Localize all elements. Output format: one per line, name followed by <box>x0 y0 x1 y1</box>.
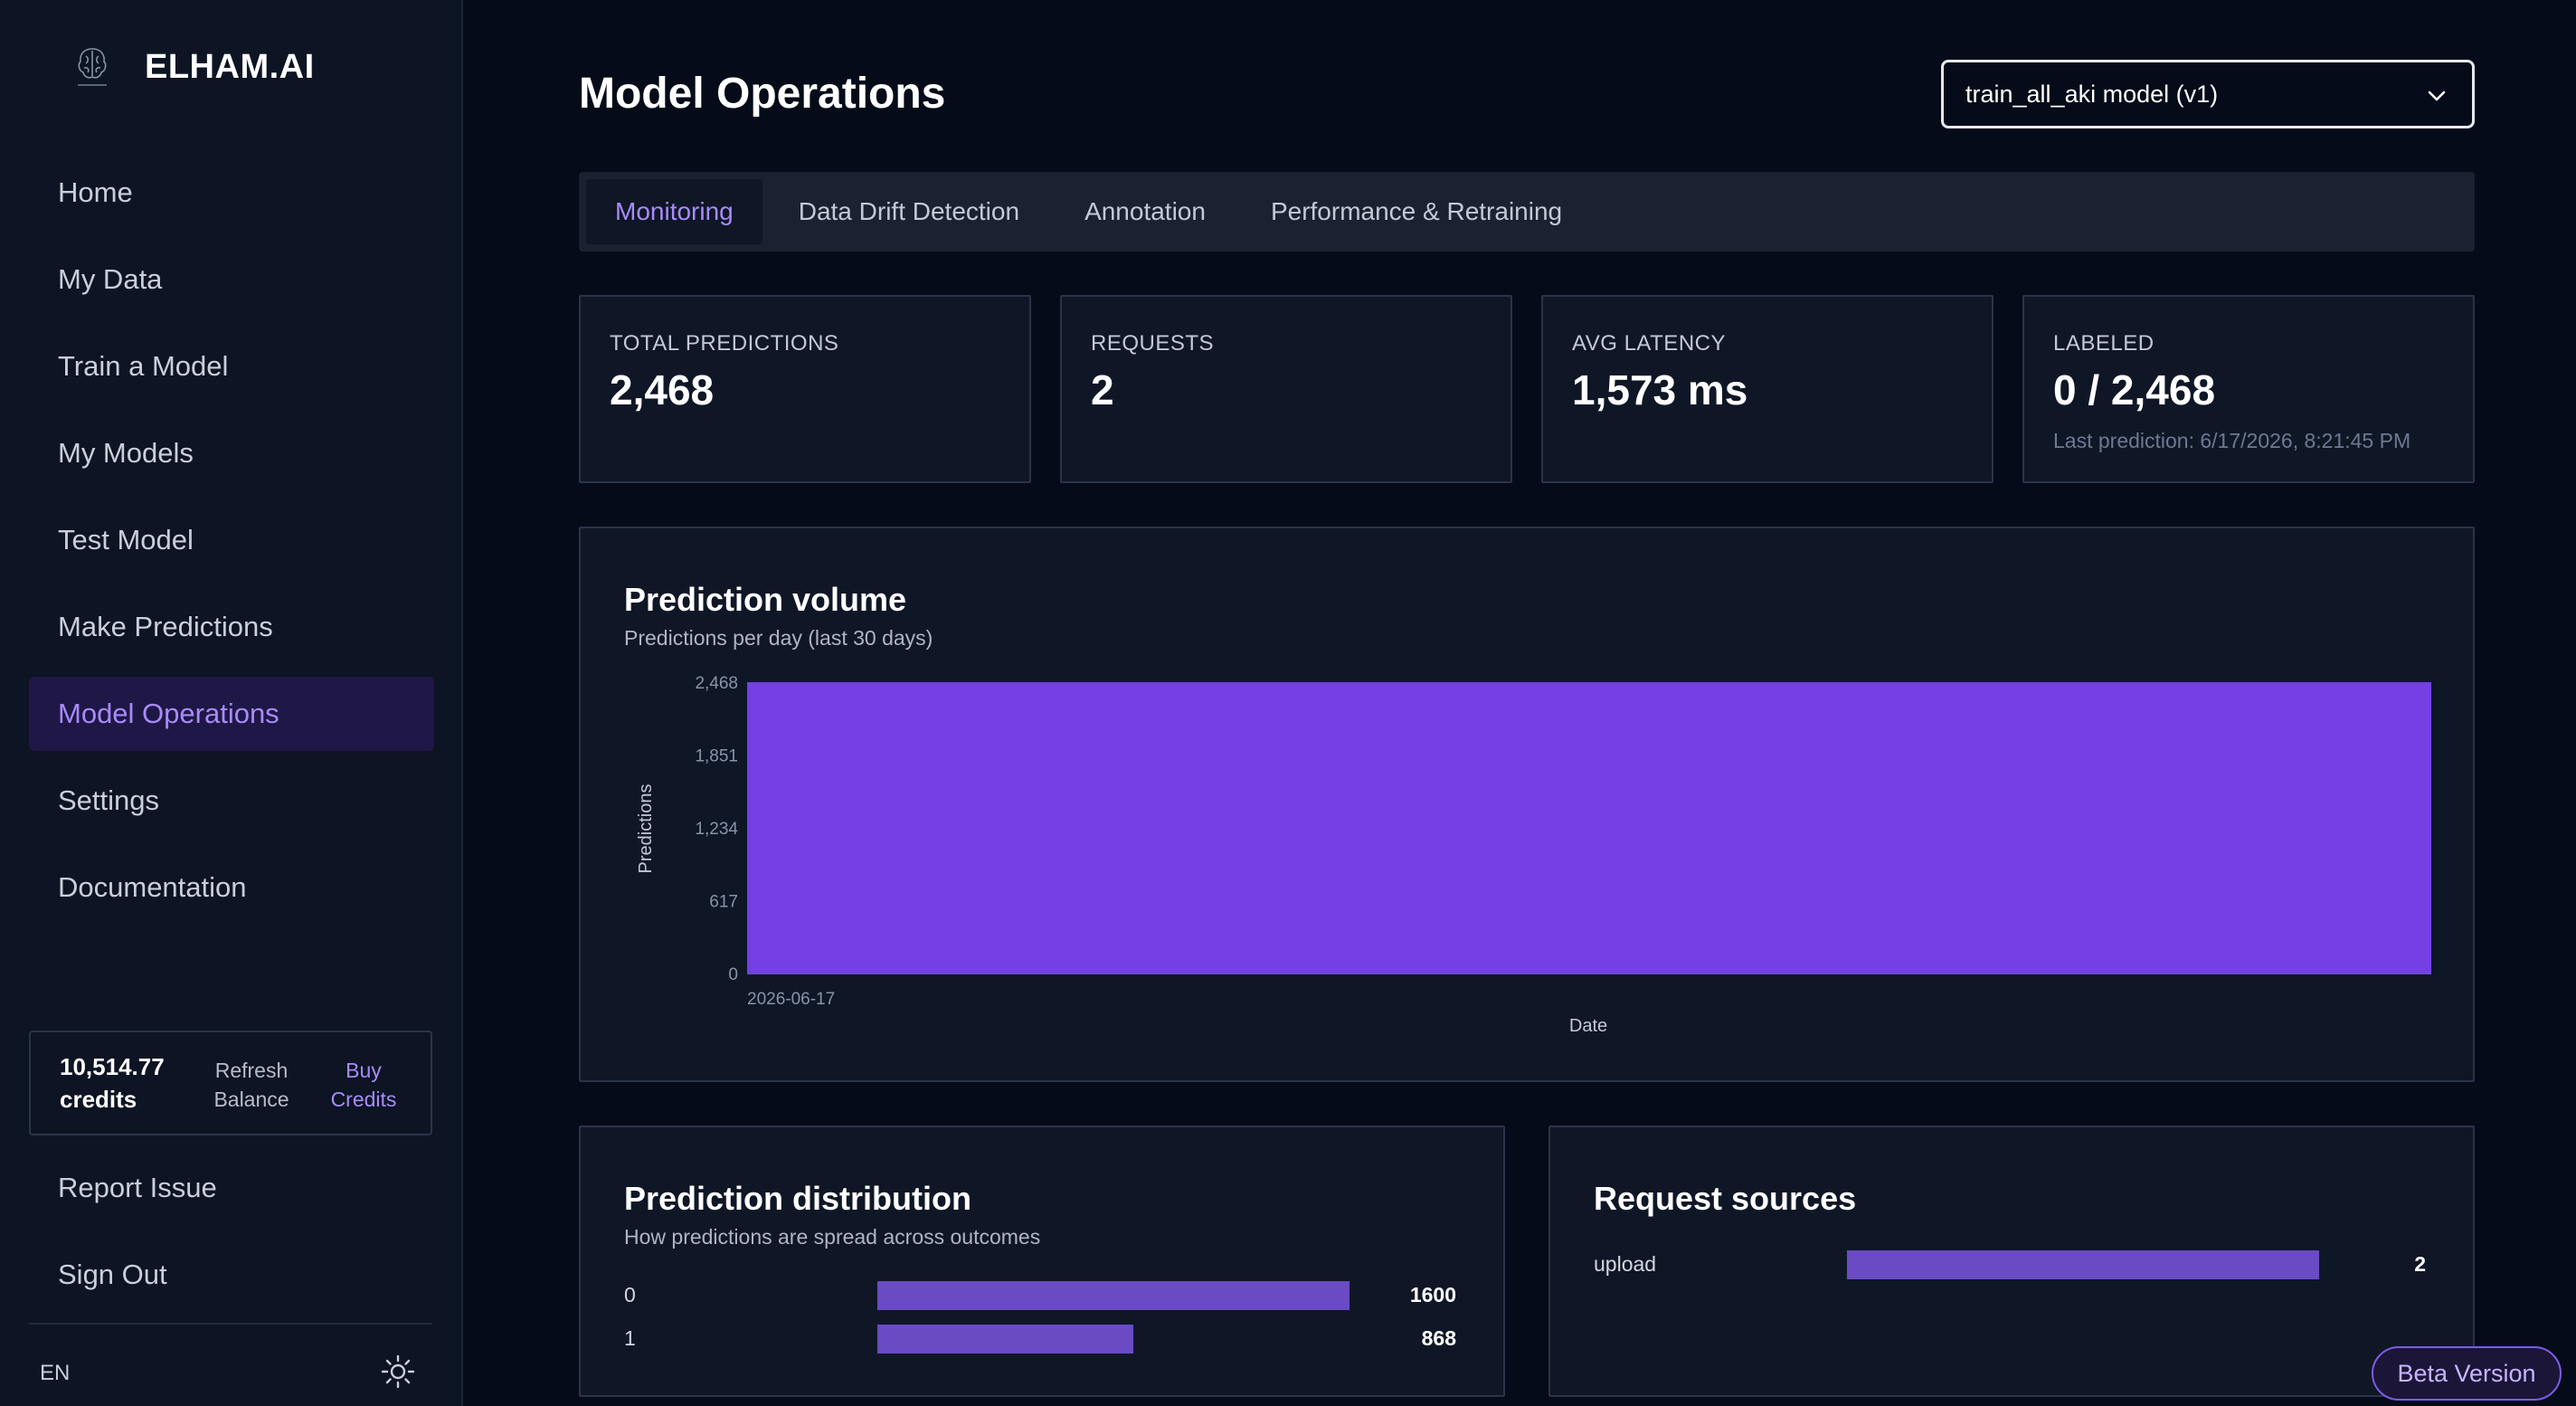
x-tick-label: 2026-06-17 <box>747 990 835 1009</box>
sidebar-item-settings[interactable]: Settings <box>58 784 160 816</box>
page-title: Model Operations <box>579 70 946 118</box>
last-prediction-timestamp: Last prediction: 6/17/2026, 8:21:45 PM <box>2053 429 2411 452</box>
stat-card-avg-latency: AVG LATENCY 1,573 ms <box>1541 295 1994 483</box>
beta-version-badge[interactable]: Beta Version <box>2372 1346 2562 1401</box>
sun-icon[interactable] <box>380 1354 416 1390</box>
buy-credits-label-line2: Credits <box>330 1088 397 1111</box>
stat-label: REQUESTS <box>1091 331 1215 356</box>
x-axis-label: Date <box>1569 1016 1607 1036</box>
y-tick-label: 1,851 <box>695 747 738 766</box>
y-tick-label: 0 <box>728 965 738 984</box>
panel-subtitle: Predictions per day (last 30 days) <box>624 626 933 650</box>
model-select-value: train_all_aki model (v1) <box>1965 80 2219 108</box>
y-axis-label: Predictions <box>636 784 656 874</box>
bar-value-label: 1600 <box>1409 1283 1456 1306</box>
prediction-distribution-panel: Prediction distribution How predictions … <box>579 1126 1505 1397</box>
stat-label: AVG LATENCY <box>1572 331 1726 356</box>
sidebar: ELHAM.AI Home My Data Train a Model My M… <box>0 0 463 1406</box>
sidebar-item-home[interactable]: Home <box>58 176 133 208</box>
panel-subtitle: How predictions are spread across outcom… <box>624 1225 1041 1249</box>
bar-row: 1 868 <box>624 1323 1456 1355</box>
sidebar-item-train-model[interactable]: Train a Model <box>58 350 229 382</box>
stat-value: 1,573 ms <box>1572 366 1748 413</box>
brain-logo-icon <box>78 48 107 86</box>
bar-value-label: 2 <box>2414 1252 2426 1276</box>
tab-data-drift-detection[interactable]: Data Drift Detection <box>798 197 1020 225</box>
y-tick-label: 617 <box>709 893 738 912</box>
credits-balance: 10,514.77 credits <box>60 1050 186 1116</box>
tab-bar: Monitoring Data Drift Detection Annotati… <box>579 172 2475 252</box>
bar-value-label: 868 <box>1421 1326 1456 1350</box>
stat-card-requests: REQUESTS 2 <box>1060 295 1512 483</box>
prediction-volume-area <box>747 682 2431 974</box>
bar <box>877 1281 1350 1310</box>
sidebar-divider <box>29 1323 432 1325</box>
stat-card-total-predictions: TOTAL PREDICTIONS 2,468 <box>579 295 1031 483</box>
buy-credits-label-line1: Buy <box>346 1059 382 1082</box>
refresh-balance-button[interactable]: Refresh Balance <box>206 1056 297 1114</box>
sidebar-item-test-model[interactable]: Test Model <box>58 524 194 556</box>
credits-unit: credits <box>60 1086 137 1113</box>
bar <box>1847 1250 2319 1279</box>
stat-value: 0 / 2,468 <box>2053 366 2216 413</box>
chevron-down-icon <box>2428 90 2446 101</box>
panel-title: Request sources <box>1594 1180 1857 1217</box>
sidebar-item-report-issue[interactable]: Report Issue <box>58 1172 217 1203</box>
buy-credits-button[interactable]: Buy Credits <box>318 1056 409 1114</box>
bar-category-label: 0 <box>624 1283 636 1306</box>
sidebar-item-documentation[interactable]: Documentation <box>58 871 247 903</box>
bar <box>877 1325 1133 1354</box>
model-select[interactable]: train_all_aki model (v1) <box>1941 60 2475 128</box>
brand-name: ELHAM.AI <box>145 47 315 86</box>
sidebar-item-my-models[interactable]: My Models <box>58 437 194 469</box>
stat-card-labeled: LABELED 0 / 2,468 Last prediction: 6/17/… <box>2022 295 2475 483</box>
refresh-balance-label-line2: Balance <box>213 1088 289 1111</box>
sidebar-item-my-data[interactable]: My Data <box>58 263 163 295</box>
stat-value: 2,468 <box>610 366 715 413</box>
brand[interactable]: ELHAM.AI <box>72 43 315 90</box>
credits-amount: 10,514.77 <box>60 1053 165 1080</box>
request-sources-panel: Request sources upload 2 <box>1548 1126 2475 1397</box>
stat-label: TOTAL PREDICTIONS <box>610 331 839 356</box>
bar-category-label: upload <box>1594 1252 1657 1276</box>
tab-monitoring[interactable]: Monitoring <box>586 179 762 244</box>
panel-title: Prediction volume <box>624 581 907 618</box>
stat-label: LABELED <box>2053 331 2155 356</box>
panel-title: Prediction distribution <box>624 1180 971 1217</box>
refresh-balance-label-line1: Refresh <box>214 1059 289 1082</box>
prediction-volume-chart: 0 617 1,234 1,851 2,468 2026-06-17 Predictio… <box>636 674 2431 1036</box>
bar-category-label: 1 <box>624 1326 636 1350</box>
sidebar-item-model-operations[interactable]: Model Operations <box>29 677 434 751</box>
sidebar-item-sign-out[interactable]: Sign Out <box>58 1259 167 1290</box>
bar-row: 0 1600 <box>624 1279 1456 1312</box>
sidebar-bottom-nav: Report Issue Sign Out <box>29 1151 434 1325</box>
sidebar-nav: Home My Data Train a Model My Models Tes… <box>29 156 434 937</box>
credits-box: 10,514.77 credits Refresh Balance Buy Cr… <box>29 1031 432 1135</box>
y-tick-label: 1,234 <box>695 820 738 839</box>
stat-value: 2 <box>1091 366 1114 413</box>
prediction-volume-panel: Prediction volume Predictions per day (l… <box>579 527 2475 1082</box>
sidebar-item-make-predictions[interactable]: Make Predictions <box>58 611 273 642</box>
tab-annotation[interactable]: Annotation <box>1084 197 1206 225</box>
language-toggle[interactable]: EN <box>40 1361 71 1385</box>
y-tick-label: 2,468 <box>695 674 738 693</box>
tab-performance-retraining[interactable]: Performance & Retraining <box>1270 197 1563 225</box>
bar-row: upload 2 <box>1594 1249 2426 1281</box>
